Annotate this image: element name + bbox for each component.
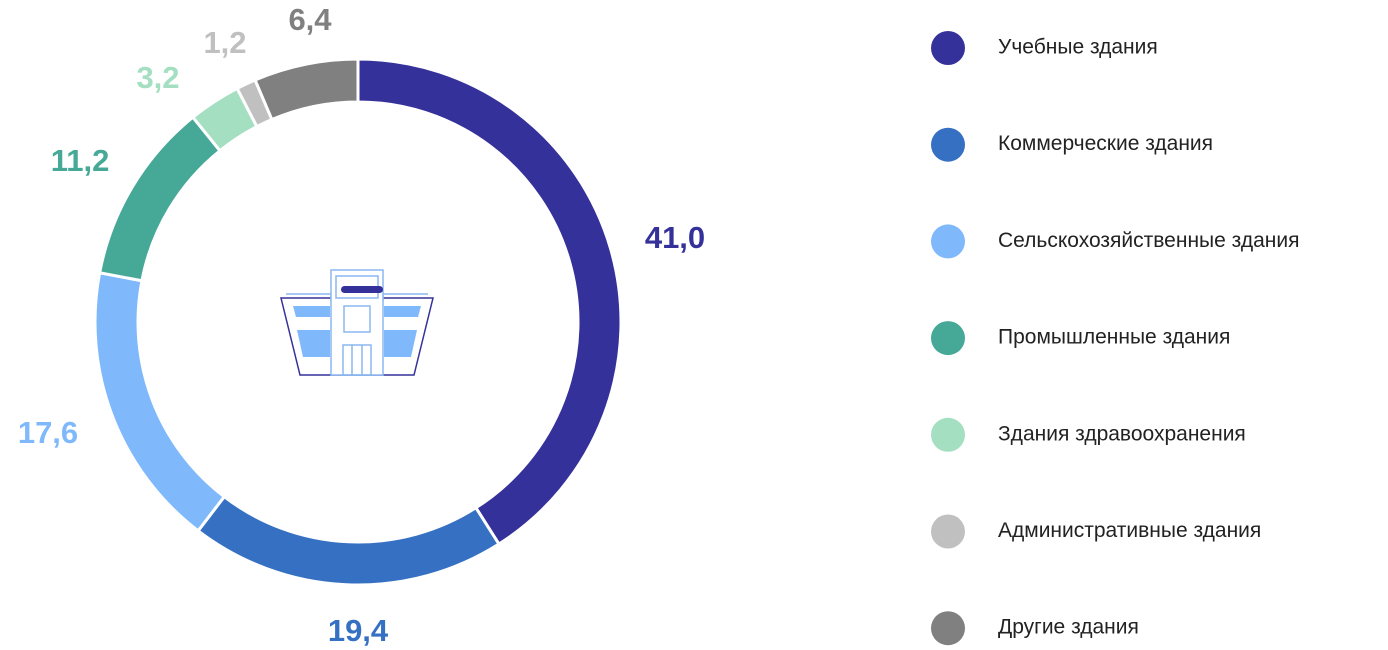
legend-marker	[931, 514, 965, 549]
legend-marker	[931, 224, 965, 259]
legend-marker	[931, 417, 965, 452]
legend-marker	[931, 321, 965, 356]
legend-label: Учебные здания	[998, 36, 1158, 59]
building-icon	[280, 269, 434, 376]
value-label: 11,2	[51, 143, 110, 178]
donut-slice	[253, 57, 360, 122]
value-label: 1,2	[203, 25, 246, 60]
legend-marker	[931, 127, 965, 162]
legend-marker	[931, 31, 965, 65]
legend-label: Административные здания	[998, 519, 1261, 542]
donut-slice	[196, 494, 501, 587]
value-label: 19,4	[328, 613, 389, 648]
legend-label: Сельскохозяйственные здания	[998, 229, 1299, 252]
value-label: 3,2	[136, 60, 179, 95]
donut-slice	[97, 115, 223, 283]
donut-slice	[93, 270, 227, 533]
donut-slice	[356, 57, 623, 547]
value-label: 6,4	[288, 2, 332, 37]
legend-marker	[931, 611, 965, 646]
legend-label: Здания здравоохранения	[998, 422, 1246, 445]
value-label: 17,6	[18, 415, 78, 450]
legend-label: Коммерческие здания	[998, 132, 1213, 155]
value-label: 41,0	[645, 220, 705, 255]
legend-label: Промышленные здания	[998, 326, 1230, 349]
legend-label: Другие здания	[998, 616, 1139, 639]
